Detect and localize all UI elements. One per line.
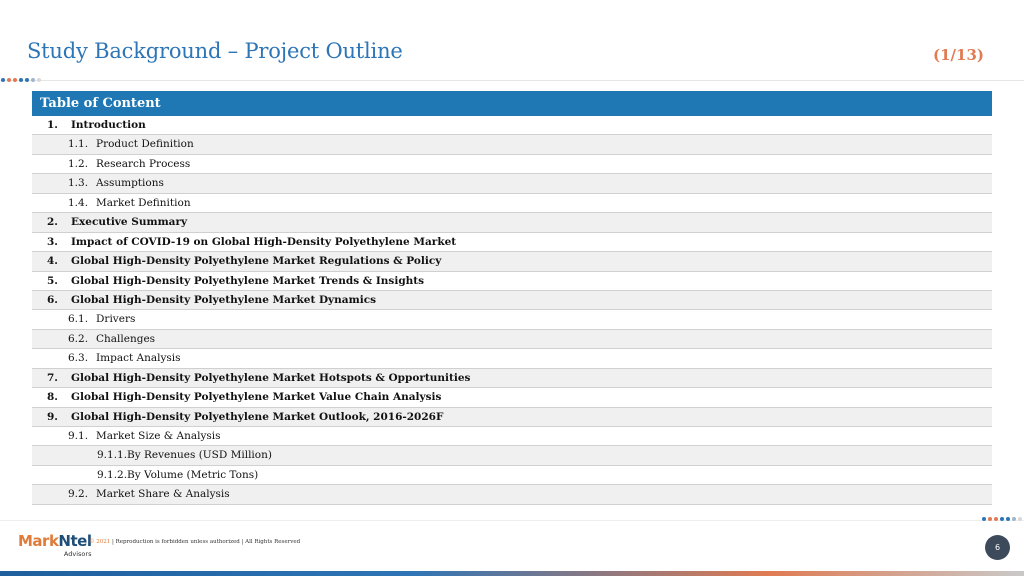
toc-row: 2. Executive Summary — [32, 213, 992, 233]
decorative-dot — [1000, 517, 1004, 521]
decorative-dot — [19, 78, 23, 82]
table-of-content: Table of Content 1. Introduction 1.1. Produ… — [32, 91, 992, 505]
toc-item-number: 6.1. — [68, 313, 89, 326]
decorative-dot — [31, 78, 35, 82]
decorative-dot — [994, 517, 998, 521]
decorative-dot — [1018, 517, 1022, 521]
toc-row: 7. Global High-Density Polyethylene Marke… — [32, 368, 992, 389]
toc-item-number: 9.1.1. — [97, 449, 128, 462]
header-divider — [0, 80, 1024, 81]
decorative-dot — [13, 78, 17, 82]
toc-row: 9.1.1. By Revenues (USD Million) — [32, 446, 992, 466]
decorative-dot — [1012, 517, 1016, 521]
toc-item-title: Global High-Density Polyethylene Market … — [71, 293, 376, 306]
toc-row: 9. Global High-Density Polyethylene Marke… — [32, 407, 992, 427]
toc-item-number: 3. — [47, 235, 58, 248]
toc-row: 1.1. Product Definition — [32, 135, 992, 155]
copyright-text: | Reproduction is forbidden unless autho… — [110, 539, 301, 545]
toc-rows: 1. Introduction 1.1. Product Definition 1.2.… — [32, 116, 992, 505]
slide-number-badge: 6 — [985, 535, 1010, 560]
toc-item-title: Global High-Density Polyethylene Market … — [71, 274, 425, 287]
toc-item-title: Product Definition — [96, 138, 194, 151]
toc-row: 6.3. Impact Analysis — [32, 349, 992, 369]
toc-item-number: 5. — [47, 274, 58, 287]
decorative-dot — [25, 78, 29, 82]
toc-item-title: Market Definition — [96, 196, 191, 209]
toc-row: 6.2. Challenges — [32, 329, 992, 350]
toc-heading: Table of Content — [32, 91, 992, 116]
footer-divider — [0, 520, 1024, 521]
toc-item-title: Impact Analysis — [96, 352, 181, 365]
decorative-dot — [982, 517, 986, 521]
toc-item-title: Executive Summary — [71, 216, 188, 229]
decorative-dots-bottom — [982, 517, 1022, 521]
toc-row: 9.1. Market Size & Analysis — [32, 427, 992, 447]
toc-item-number: 4. — [47, 255, 58, 268]
logo-part1: Mark — [18, 532, 59, 550]
toc-item-title: Global High-Density Polyethylene Market … — [71, 371, 471, 384]
logo-part2: Ntel — [58, 532, 92, 550]
toc-item-number: 8. — [47, 391, 58, 404]
toc-row: 1.3. Assumptions — [32, 174, 992, 194]
toc-item-title: By Volume (Metric Tons) — [127, 468, 259, 481]
decorative-dot — [7, 78, 11, 82]
toc-item-number: 9.1.2. — [97, 468, 128, 481]
decorative-dots-top — [1, 78, 41, 82]
toc-item-number: 1.3. — [68, 177, 89, 190]
toc-item-number: 6.2. — [68, 332, 89, 345]
toc-item-title: Global High-Density Polyethylene Market … — [71, 255, 442, 268]
decorative-dot — [1006, 517, 1010, 521]
toc-row: 3. Impact of COVID-19 on Global High-Dens… — [32, 233, 992, 253]
marknet-logo: MarkNtel Advisors — [18, 532, 92, 558]
toc-row: 6.1. Drivers — [32, 310, 992, 330]
toc-row: 1.4. Market Definition — [32, 194, 992, 214]
toc-item-title: Challenges — [96, 332, 156, 345]
toc-row: 5. Global High-Density Polyethylene Marke… — [32, 272, 992, 291]
toc-item-number: 6.3. — [68, 352, 89, 365]
toc-item-title: Drivers — [96, 313, 136, 326]
decorative-dot — [37, 78, 41, 82]
toc-item-number: 7. — [47, 371, 58, 384]
toc-item-number: 1.2. — [68, 157, 89, 170]
toc-row: 8. Global High-Density Polyethylene Marke… — [32, 388, 992, 408]
toc-item-title: Global High-Density Polyethylene Market … — [71, 410, 444, 423]
toc-item-title: Introduction — [71, 119, 146, 131]
decorative-dot — [988, 517, 992, 521]
toc-row: 6. Global High-Density Polyethylene Marke… — [32, 290, 992, 311]
toc-row: 9.1.2. By Volume (Metric Tons) — [32, 466, 992, 486]
toc-item-number: 1. — [47, 119, 58, 131]
toc-item-number: 1.4. — [68, 196, 89, 209]
toc-item-title: Assumptions — [96, 177, 164, 190]
bottom-gradient-bar — [0, 571, 1024, 576]
toc-row: 9.2. Market Share & Analysis — [32, 485, 992, 505]
toc-item-title: Market Share & Analysis — [96, 488, 230, 501]
toc-item-title: Market Size & Analysis — [96, 430, 221, 442]
logo-subtitle: Advisors — [63, 550, 92, 558]
decorative-dot — [1, 78, 5, 82]
toc-item-number: 1.1. — [68, 138, 89, 151]
copyright-notice: © 2021 | Reproduction is forbidden unles… — [89, 539, 300, 545]
toc-item-number: 9.2. — [68, 488, 89, 501]
toc-item-number: 9.1. — [68, 430, 89, 442]
toc-item-title: Impact of COVID-19 on Global High-Densit… — [71, 235, 457, 248]
toc-item-number: 2. — [47, 216, 58, 229]
toc-item-number: 9. — [47, 410, 58, 423]
toc-row: 1.2. Research Process — [32, 155, 992, 175]
page-indicator: (1/13) — [933, 46, 984, 64]
copyright-year: © 2021 — [89, 539, 111, 545]
toc-item-number: 6. — [47, 293, 58, 306]
toc-item-title: Global High-Density Polyethylene Market … — [71, 391, 442, 404]
toc-item-title: Research Process — [96, 157, 191, 170]
toc-row: 4. Global High-Density Polyethylene Marke… — [32, 252, 992, 272]
toc-row: 1. Introduction — [32, 116, 992, 136]
toc-item-title: By Revenues (USD Million) — [127, 449, 272, 462]
page-title: Study Background – Project Outline — [27, 39, 403, 63]
